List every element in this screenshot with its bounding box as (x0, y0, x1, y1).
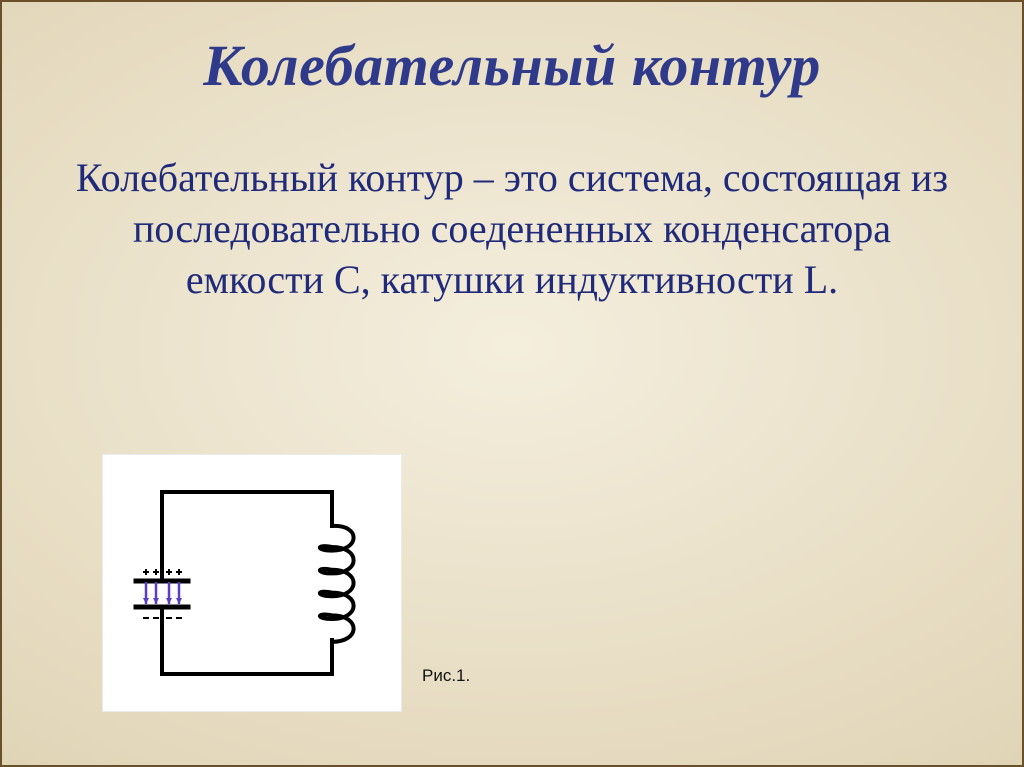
slide-title: Колебательный контур (0, 32, 1024, 99)
circuit-diagram (102, 454, 402, 712)
definition-text: Колебательный контур – это система, сост… (60, 152, 964, 306)
circuit-svg (102, 454, 402, 712)
figure-caption: Рис.1. (422, 666, 470, 686)
